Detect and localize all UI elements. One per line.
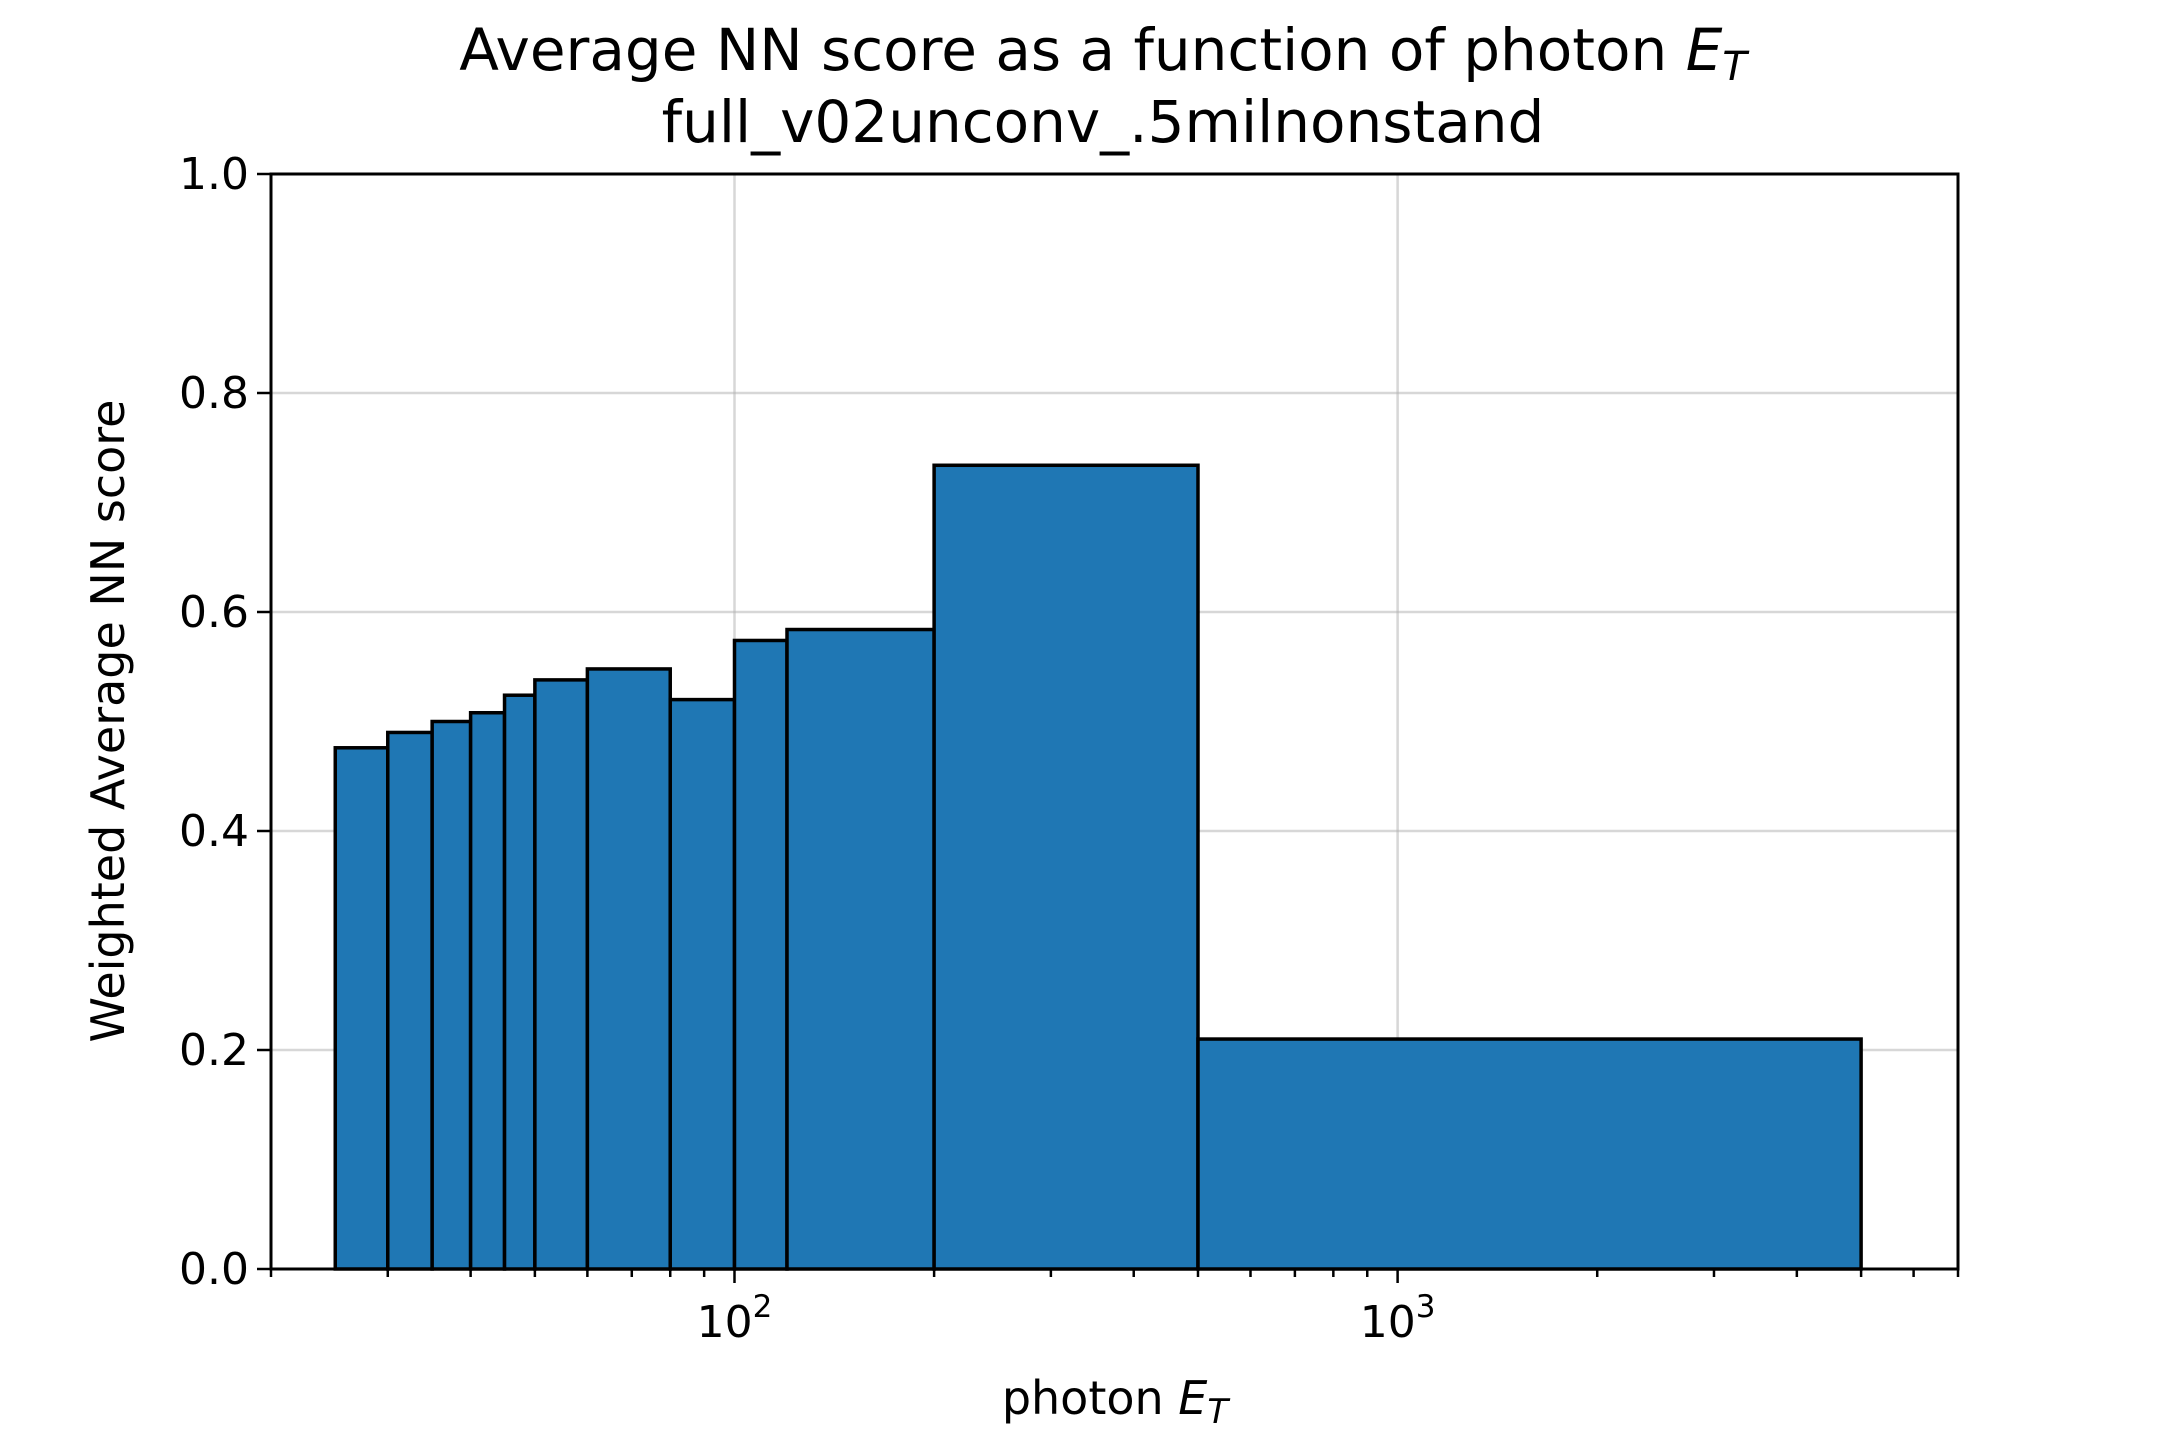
bar [668,697,737,1271]
chart-title-line1: Average NN score as a function of photon… [459,16,1750,90]
bar [430,719,473,1271]
y-tick-label: 0.8 [179,368,249,419]
y-tick-label: 0.2 [179,1025,249,1076]
x-tick-label: 103 [1360,1289,1436,1348]
bar [533,678,590,1271]
bar [1196,1037,1863,1271]
bar [932,463,1200,1271]
bar [785,627,936,1271]
bar [468,710,507,1271]
bars-layer [333,463,1863,1271]
axes-frame [269,172,1960,1271]
y-tick-label: 0.0 [179,1244,249,1295]
x-axis-label: photon ET [1002,1371,1231,1432]
y-tick-label: 0.4 [179,806,249,857]
bar [585,667,672,1271]
y-tick-label: 0.6 [179,587,249,638]
bar [386,730,434,1271]
y-axis-label: Weighted Average NN score [81,400,135,1043]
y-tick-label: 1.0 [179,149,249,200]
x-tick-label: 102 [697,1289,773,1348]
chart-title: Average NN score as a function of photon… [459,16,1750,156]
bar [502,693,537,1271]
bar [732,638,789,1271]
ticks-layer: 0.0 0.2 0.4 0.6 0.8 1.0 102 103 [179,149,1960,1348]
bar [333,746,390,1271]
chart-title-line2: full_v02unconv_.5milnonstand [662,88,1545,156]
